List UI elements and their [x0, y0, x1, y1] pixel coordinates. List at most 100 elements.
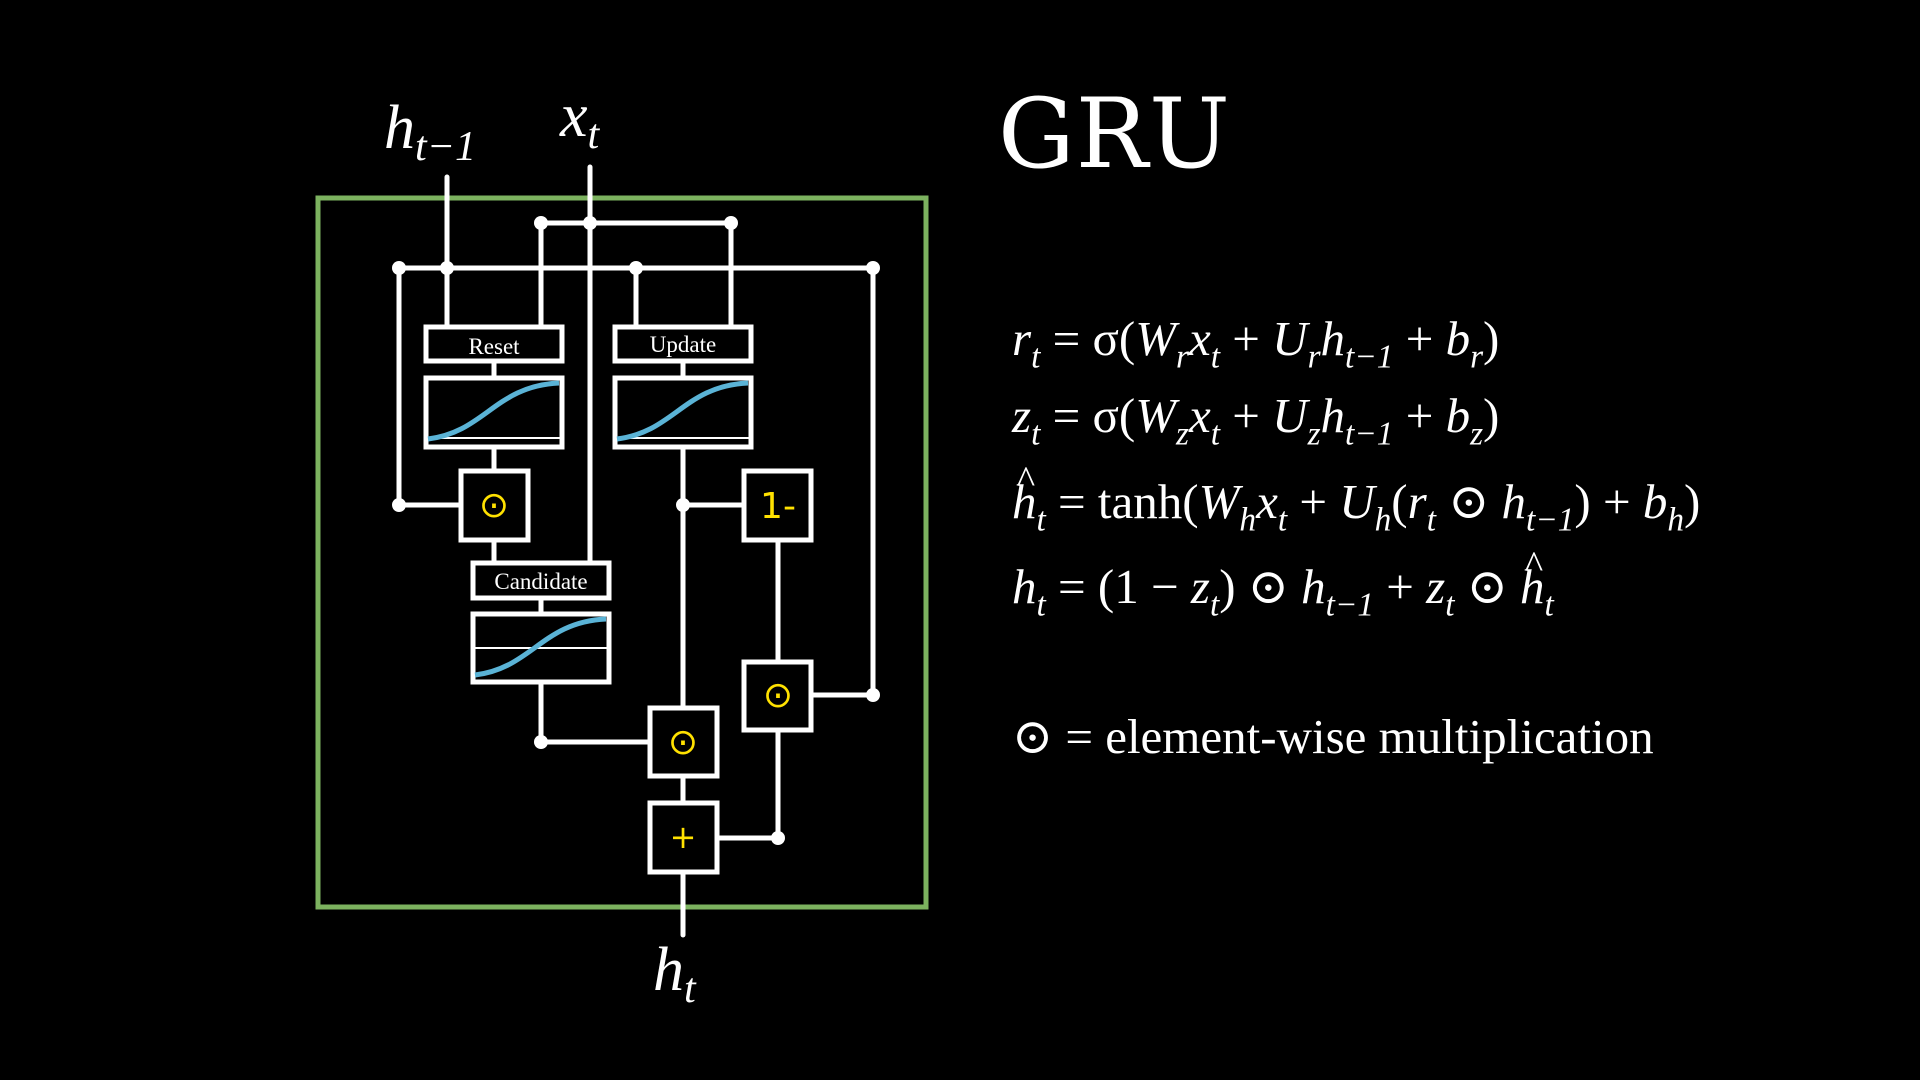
eq-h-x: x — [1256, 474, 1278, 529]
input-hidden-prev-sub: t−1 — [415, 124, 476, 170]
eq-h-r: r — [1407, 474, 1427, 529]
input-x-label: xt — [559, 82, 601, 158]
junction-dot — [534, 216, 548, 230]
eq-r-w: W — [1135, 311, 1177, 366]
update-label-box — [612, 324, 754, 364]
eq-z-fn: σ( — [1092, 388, 1136, 443]
eq-h-u-sub: h — [1374, 501, 1392, 539]
reset-label: Reset — [468, 334, 520, 359]
eq-h-plus1: + — [1299, 474, 1327, 529]
eq-ht-h-sub: t−1 — [1325, 586, 1374, 624]
eq-h-odot: ⊙ — [1448, 474, 1490, 529]
junction-dot — [534, 735, 548, 749]
eq-r-h: h — [1320, 311, 1346, 366]
eq-ht-lhs-sub: t — [1036, 586, 1046, 624]
equation-reset: rt = σ(Wrxt + Urht−1 + br) — [1012, 311, 1500, 374]
one-minus-symbol: 1- — [760, 486, 796, 527]
candidate-label-box — [470, 560, 612, 601]
eq-ht-hhat: h — [1520, 546, 1545, 611]
input-x-main: x — [559, 82, 588, 150]
eq-r-lhs: r — [1012, 311, 1032, 366]
eq-z-b-sub: z — [1470, 415, 1484, 453]
prev-multiply-box — [741, 659, 814, 733]
eq-ht-close: ) — [1219, 559, 1236, 614]
eq-r-u: U — [1272, 311, 1308, 366]
eq-r-u-sub: r — [1307, 338, 1321, 376]
eq-z-h-sub: t−1 — [1345, 415, 1394, 453]
eq-h-close-inner: ) — [1574, 474, 1591, 529]
eq-z-plus2: + — [1405, 388, 1434, 443]
eq-ht-odot2: ⊙ — [1466, 559, 1508, 614]
candidate-multiply-symbol: ⊙ — [668, 722, 698, 763]
eq-h-open: ( — [1391, 474, 1408, 529]
page-title: GRU — [998, 78, 1231, 190]
eq-z-u: U — [1272, 388, 1308, 443]
eq-ht-h: h — [1301, 559, 1326, 614]
reset-gate: Reset — [423, 324, 565, 450]
eq-ht-z2-sub: t — [1445, 586, 1455, 624]
eq-z-u-sub: z — [1307, 415, 1321, 453]
eq-z-lhs-sub: t — [1031, 415, 1041, 453]
eq-ht-equals: = — [1058, 559, 1086, 614]
legend-text: = element-wise multiplication — [1065, 709, 1654, 764]
candidate-multiply-box — [647, 705, 720, 779]
input-hidden-prev-main: h — [384, 94, 415, 162]
add-op: + — [647, 800, 720, 875]
junction-dot — [629, 261, 643, 275]
eq-z-equals: = — [1052, 388, 1081, 443]
add-box — [647, 800, 720, 875]
prev-multiply-op: ⊙ — [741, 659, 814, 733]
eq-r-plus1: + — [1232, 311, 1260, 366]
reset-label-box — [423, 324, 565, 364]
eq-z-x: x — [1189, 388, 1211, 443]
junction-dot — [392, 498, 406, 512]
eq-z-lhs: z — [1012, 388, 1032, 443]
eq-h-lhs: h — [1012, 461, 1037, 526]
eq-r-lhs-sub: t — [1031, 338, 1041, 376]
output-hidden-sub: t — [684, 966, 697, 1012]
add-symbol: + — [670, 818, 697, 856]
eq-z-plus1: + — [1232, 388, 1260, 443]
update-gate: Update — [612, 324, 754, 450]
eq-h-plus2: + — [1603, 474, 1631, 529]
junction-dot — [724, 216, 738, 230]
eq-z-x-sub: t — [1210, 415, 1221, 453]
eq-h-fn: tanh( — [1097, 474, 1199, 529]
eq-r-b: b — [1445, 311, 1471, 366]
eq-r-close: ) — [1483, 311, 1500, 366]
output-hidden-main: h — [653, 936, 684, 1004]
junction-dot — [583, 216, 597, 230]
eq-z-h: h — [1320, 388, 1346, 443]
eq-ht-z2: z — [1426, 559, 1446, 614]
eq-h-u: U — [1339, 474, 1375, 529]
eq-h-x-sub: t — [1277, 501, 1288, 539]
one-minus-box — [741, 468, 814, 543]
eq-h-b: b — [1642, 474, 1668, 529]
eq-h-w-sub: h — [1239, 501, 1257, 539]
junction-dot — [440, 261, 454, 275]
eq-z-w: W — [1135, 388, 1177, 443]
eq-r-w-sub: r — [1176, 338, 1190, 376]
equation-update: zt = σ(Wzxt + Uzht−1 + bz) — [1012, 388, 1499, 451]
equation-output: ht = (1 − zt) ⊙ ht−1 + zt ⊙ ht — [1012, 546, 1554, 622]
eq-h-equals: = — [1058, 474, 1086, 529]
junction-dot — [771, 831, 785, 845]
output-hidden-label: ht — [653, 936, 697, 1012]
eq-r-plus2: + — [1405, 311, 1434, 366]
eq-r-h-sub: t−1 — [1345, 338, 1394, 376]
junction-dot — [676, 498, 690, 512]
eq-ht-z: z — [1190, 559, 1210, 614]
eq-ht-open: (1 − — [1097, 559, 1179, 614]
eq-h-h-sub: t−1 — [1526, 501, 1575, 539]
junction-dot — [392, 261, 406, 275]
update-label: Update — [650, 332, 716, 357]
eq-h-lhs-sub: t — [1036, 501, 1046, 539]
eq-r-x-sub: t — [1210, 338, 1221, 376]
eq-h-r-sub: t — [1426, 501, 1436, 539]
prev-multiply-symbol: ⊙ — [763, 675, 793, 716]
candidate-gate: Candidate — [470, 560, 612, 685]
eq-z-w-sub: z — [1176, 415, 1190, 453]
input-hidden-prev-label: ht−1 — [384, 94, 476, 170]
update-sigmoid-curve — [616, 380, 749, 442]
